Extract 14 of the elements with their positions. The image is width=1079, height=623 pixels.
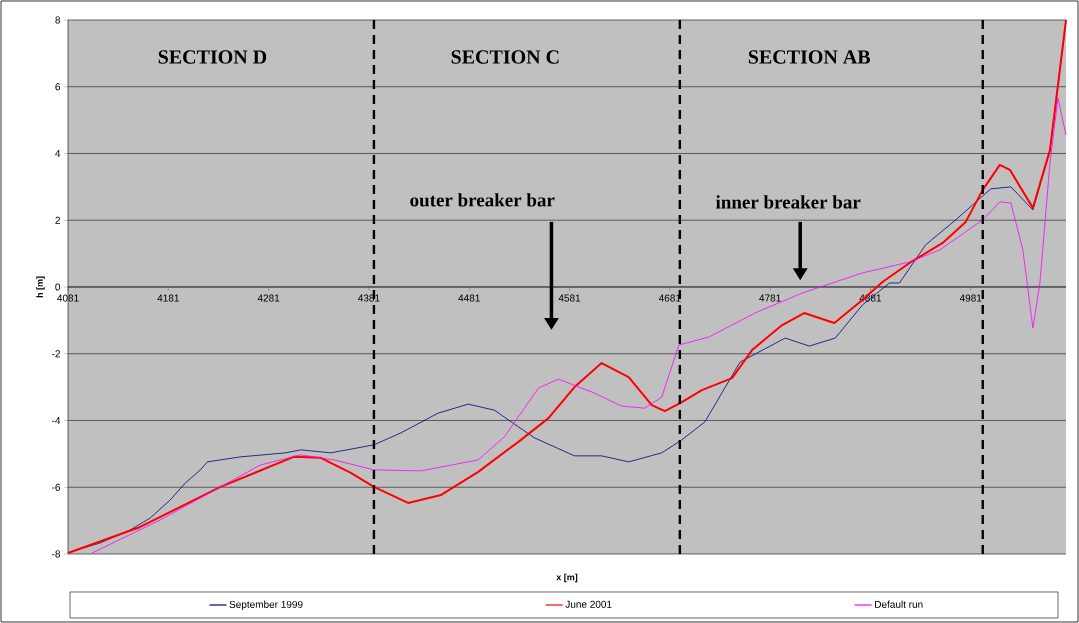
- y-tick-label: -2: [52, 350, 60, 358]
- y-tick-label: -6: [52, 483, 61, 491]
- x-axis-title: x [m]: [556, 573, 578, 583]
- legend-label: September 1999: [229, 600, 303, 610]
- y-tick-label: 0: [55, 283, 61, 291]
- y-tick-label: 8: [55, 16, 61, 24]
- y-tick-label: -8: [52, 550, 61, 558]
- legend-label: Default run: [875, 600, 923, 608]
- legend-label: June 2001: [565, 600, 612, 608]
- y-tick-label: 2: [55, 216, 60, 224]
- y-axis-title: h [m]: [36, 276, 45, 298]
- y-tick-label: 6: [55, 83, 61, 91]
- y-tick-label: 4: [55, 150, 61, 157]
- y-tick-label: -4: [52, 417, 61, 424]
